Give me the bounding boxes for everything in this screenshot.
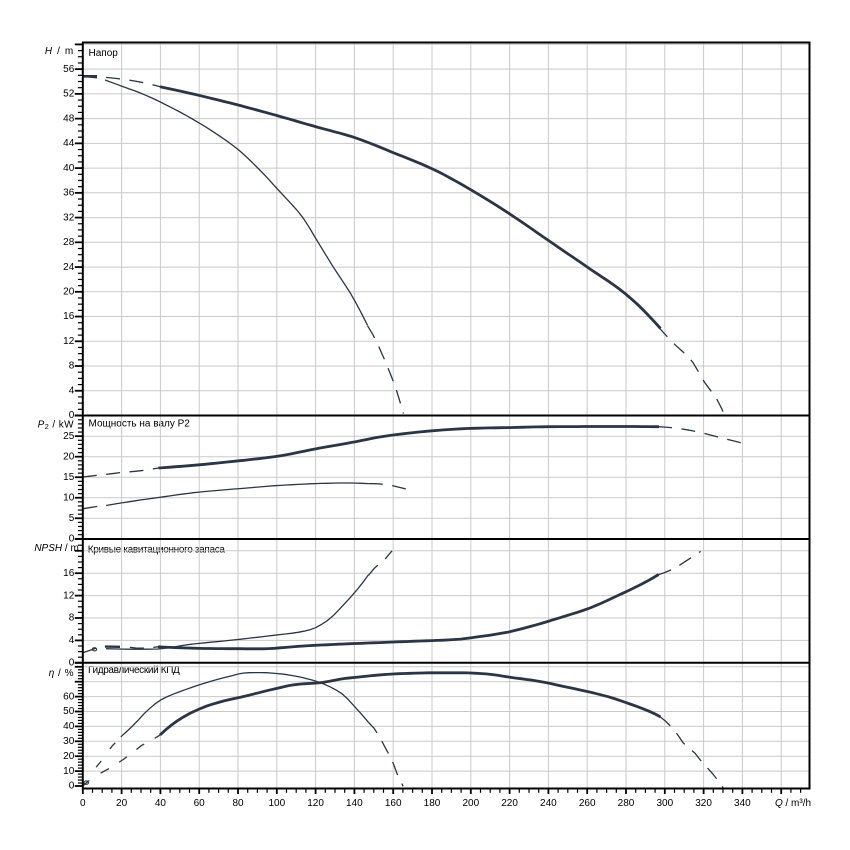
svg-text:300: 300 — [656, 798, 673, 809]
svg-text:40: 40 — [63, 163, 75, 174]
svg-text:20: 20 — [116, 798, 128, 809]
svg-text:32: 32 — [63, 212, 75, 223]
svg-text:25: 25 — [63, 431, 75, 442]
svg-text:56: 56 — [63, 64, 75, 75]
svg-text:NPSH / m: NPSH / m — [34, 543, 78, 554]
svg-text:220: 220 — [501, 798, 518, 809]
svg-text:36: 36 — [63, 188, 75, 199]
svg-text:340: 340 — [734, 798, 751, 809]
svg-text:4: 4 — [69, 635, 75, 646]
svg-text:P2 / kW: P2 / kW — [38, 419, 75, 431]
svg-text:40: 40 — [63, 721, 75, 732]
svg-text:100: 100 — [268, 798, 285, 809]
svg-text:5: 5 — [69, 513, 75, 524]
svg-text:50: 50 — [63, 706, 75, 717]
svg-text:52: 52 — [63, 89, 75, 100]
svg-text:20: 20 — [63, 287, 75, 298]
svg-text:15: 15 — [63, 472, 75, 483]
svg-text:30: 30 — [63, 736, 75, 747]
svg-text:320: 320 — [695, 798, 712, 809]
svg-text:8: 8 — [69, 613, 75, 624]
svg-text:η / %: η / % — [49, 668, 74, 679]
svg-text:16: 16 — [63, 311, 75, 322]
svg-text:240: 240 — [540, 798, 557, 809]
svg-text:44: 44 — [63, 138, 75, 149]
svg-text:28: 28 — [63, 237, 75, 248]
svg-text:200: 200 — [462, 798, 479, 809]
svg-text:0: 0 — [69, 781, 75, 792]
svg-text:48: 48 — [63, 113, 75, 124]
svg-text:20: 20 — [63, 751, 75, 762]
svg-text:60: 60 — [194, 798, 206, 809]
svg-text:16: 16 — [63, 568, 75, 579]
svg-text:260: 260 — [579, 798, 596, 809]
svg-text:0: 0 — [69, 658, 75, 669]
svg-text:20: 20 — [63, 451, 75, 462]
svg-text:24: 24 — [63, 262, 75, 273]
svg-text:180: 180 — [424, 798, 441, 809]
svg-text:280: 280 — [618, 798, 635, 809]
svg-text:0: 0 — [69, 534, 75, 545]
svg-text:120: 120 — [307, 798, 324, 809]
svg-text:4: 4 — [69, 385, 75, 396]
svg-text:H / m: H / m — [45, 46, 74, 57]
svg-text:Мощность на валу P2: Мощность на валу P2 — [89, 419, 191, 430]
svg-text:160: 160 — [385, 798, 402, 809]
svg-text:80: 80 — [232, 798, 244, 809]
svg-text:10: 10 — [63, 492, 75, 503]
svg-text:0: 0 — [80, 798, 86, 809]
svg-text:0: 0 — [69, 410, 75, 421]
svg-text:40: 40 — [155, 798, 167, 809]
svg-text:Кривые кавитационного запаса: Кривые кавитационного запаса — [88, 544, 226, 555]
svg-text:Гидравлический КПД: Гидравлический КПД — [88, 665, 180, 676]
svg-text:10: 10 — [63, 766, 75, 777]
svg-text:140: 140 — [346, 798, 363, 809]
svg-text:12: 12 — [63, 590, 75, 601]
svg-text:60: 60 — [63, 691, 75, 702]
svg-text:Напор: Напор — [89, 48, 119, 59]
svg-text:8: 8 — [69, 361, 75, 372]
svg-text:12: 12 — [63, 336, 75, 347]
svg-text:Q / m³/h: Q / m³/h — [775, 798, 811, 809]
